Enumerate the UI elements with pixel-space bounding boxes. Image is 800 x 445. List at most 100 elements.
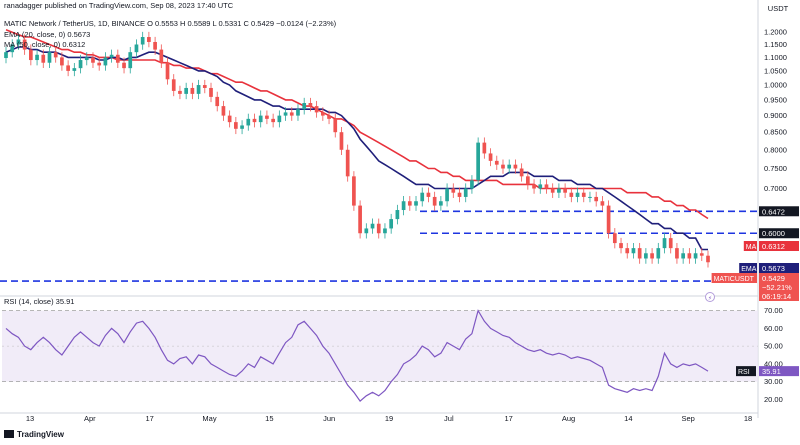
ema-legend: EMA (20, close, 0) 0.5673 <box>4 30 91 39</box>
candle-body <box>97 62 102 66</box>
candle-body <box>612 233 617 244</box>
change-value-tag: −52.21% <box>762 283 792 292</box>
change-value-tag-box <box>759 282 799 292</box>
rsi-value-label: 35.91 <box>762 367 781 376</box>
time-tick-label: 17 <box>145 414 153 423</box>
candle-body <box>358 205 362 234</box>
candle-body <box>184 87 189 94</box>
candle-body <box>675 248 679 259</box>
candle-body <box>16 39 21 45</box>
rsi-tick-label: 40.00 <box>764 359 783 368</box>
candle-body <box>178 90 182 94</box>
candle-body <box>414 201 418 206</box>
ma-value-tag: 0.6312 <box>762 242 785 251</box>
rsi-band-fill <box>2 310 758 382</box>
candle-body <box>476 142 480 181</box>
candle-body <box>668 238 673 249</box>
price-unit-label: USDT <box>768 4 789 13</box>
candle-body <box>445 188 449 202</box>
ma-legend: MA (50, close, 0) 0.6312 <box>4 40 86 49</box>
price-tick-label: 1.1000 <box>764 53 787 62</box>
rsi-legend: RSI (14, close) 35.91 <box>4 297 75 306</box>
ema-value-tag-box <box>759 263 799 273</box>
candle-body <box>364 228 369 234</box>
candle-body <box>246 118 251 126</box>
candle-body <box>662 238 667 249</box>
candle-body <box>41 54 46 63</box>
candle-body <box>501 164 505 169</box>
time-tick-label: 15 <box>265 414 273 423</box>
time-tick-label: 17 <box>504 414 512 423</box>
price-tick-label: 1.2000 <box>764 28 787 37</box>
candle-body <box>432 196 437 206</box>
candle-body <box>128 52 133 69</box>
candle-body <box>147 37 151 42</box>
time-tick-label: Aug <box>562 414 575 423</box>
candle-body <box>103 57 108 66</box>
candle-body <box>227 115 232 123</box>
candle-body <box>383 228 387 234</box>
ema-value-tag: 0.5673 <box>762 264 785 273</box>
candle-body <box>681 253 685 259</box>
candle-body <box>122 62 126 69</box>
rsi-name-box <box>736 366 756 377</box>
candle-body <box>581 192 586 197</box>
candle-body <box>519 168 524 177</box>
candle-body <box>513 164 518 169</box>
candle-body <box>115 54 120 63</box>
candle-body <box>507 164 512 169</box>
tradingview-logo: TradingView <box>4 430 64 439</box>
candle-body <box>488 153 493 161</box>
candle-body <box>451 188 456 193</box>
candle-body <box>650 253 654 259</box>
candle-body <box>277 115 282 123</box>
level-label-box <box>759 228 799 239</box>
candle-body <box>190 87 195 94</box>
candle-body <box>370 223 375 229</box>
candle-body <box>283 112 288 116</box>
time-tick-label: 14 <box>624 414 632 423</box>
candle-body <box>320 112 325 116</box>
candle-body <box>4 52 8 59</box>
price-value-tag-box <box>759 273 799 283</box>
candle-body <box>252 118 257 123</box>
price-tick-label: 1.0500 <box>764 66 787 75</box>
symbol-ohlc-legend: MATIC Network / TetherUS, 1D, BINANCE O … <box>4 19 337 28</box>
ma-value-tag-name-box <box>743 241 757 251</box>
candle-body <box>333 118 338 133</box>
candle-body <box>594 196 599 202</box>
candle-body <box>426 192 431 197</box>
time-tick-label: Jul <box>444 414 454 423</box>
tradingview-logo-icon <box>4 430 14 438</box>
countdown-tag: 06:19:14 <box>762 292 791 301</box>
candle-body <box>563 188 567 193</box>
level-label-box <box>759 206 799 217</box>
rsi-value-box <box>759 366 799 377</box>
price-tick-label: 0.8500 <box>764 128 787 137</box>
candle-body <box>706 255 710 263</box>
candle-body <box>401 201 406 211</box>
candle-body <box>494 160 499 165</box>
candle-body <box>575 192 580 197</box>
candle-body <box>296 109 300 116</box>
candle-body <box>258 115 263 123</box>
ema-value-tag-name-box <box>739 263 757 273</box>
candle-body <box>463 188 468 197</box>
candle-body <box>600 201 605 206</box>
candle-body <box>538 184 543 189</box>
rsi-tick-label: 20.00 <box>764 395 783 404</box>
candle-body <box>625 248 630 254</box>
candle-body <box>265 115 269 119</box>
event-marker-icon <box>705 292 715 302</box>
candle-body <box>10 44 15 53</box>
candle-body <box>165 62 170 80</box>
candle-body <box>72 68 77 71</box>
rsi-tick-label: 30.00 <box>764 377 783 386</box>
price-value-tag: 0.5429 <box>762 274 785 283</box>
candle-body <box>240 125 244 129</box>
candle-body <box>308 102 313 107</box>
rsi-tick-label: 60.00 <box>764 324 783 333</box>
price-tick-label: 0.7500 <box>764 164 787 173</box>
candle-body <box>153 41 157 50</box>
